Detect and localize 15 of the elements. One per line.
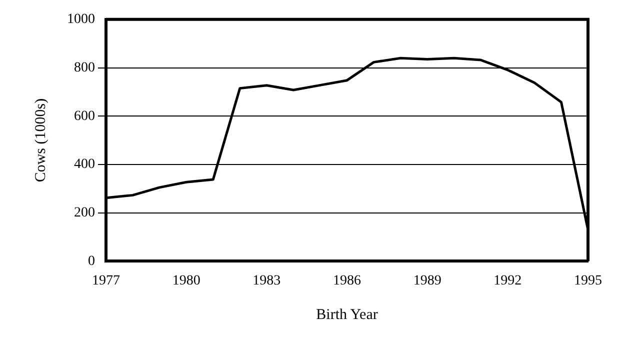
x-tick-label: 1986 <box>333 273 361 288</box>
y-tick-label: 200 <box>74 206 95 221</box>
y-tick-label: 600 <box>74 108 95 124</box>
x-tick-label: 1995 <box>574 273 602 288</box>
x-axis-title: Birth Year <box>316 306 378 323</box>
x-tick-label: 1992 <box>494 273 522 288</box>
y-axis-title: Cows (1000s) <box>32 98 49 182</box>
x-tick-label: 1977 <box>92 273 120 288</box>
x-tick-label: 1983 <box>252 273 281 288</box>
y-tick-label: 400 <box>74 157 95 172</box>
x-tick-label: 1989 <box>413 273 442 288</box>
y-tick-label: 1000 <box>67 12 95 28</box>
y-tick-label: 0 <box>88 254 95 269</box>
y-tick-label: 800 <box>74 60 95 76</box>
x-tick-label: 1980 <box>172 273 200 288</box>
